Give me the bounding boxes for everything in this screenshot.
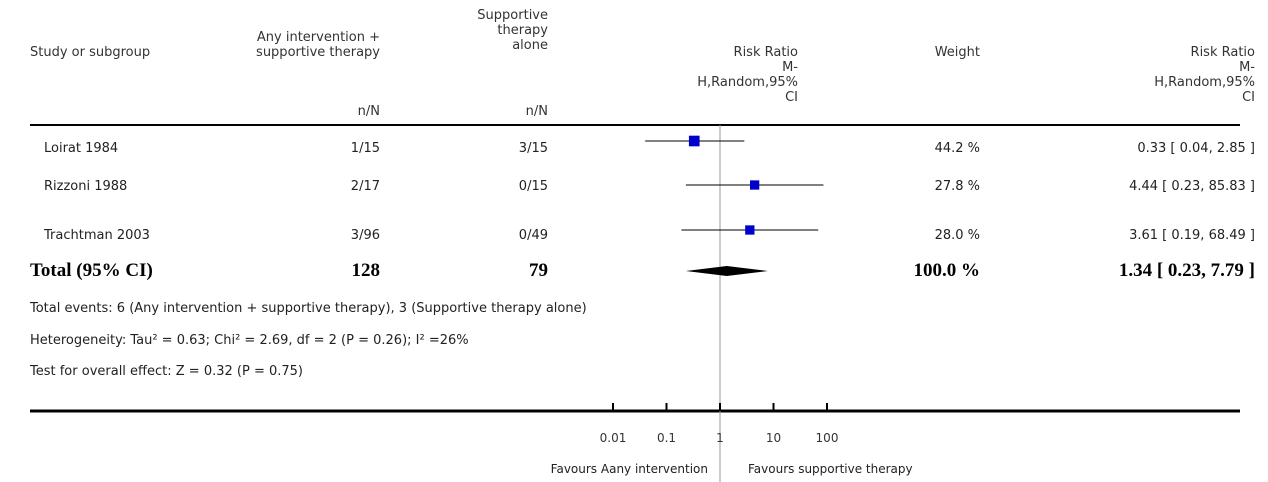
header-group2: Supportive therapy alone: [477, 8, 548, 53]
favours-left: Favours Aany intervention: [550, 462, 708, 476]
header-nN-1: n/N: [357, 104, 380, 119]
x-tick-label: 0.01: [600, 431, 627, 445]
total-label: Total (95% CI): [30, 260, 153, 281]
study-g1: 3/96: [350, 228, 380, 243]
favours-right: Favours supportive therapy: [748, 462, 913, 476]
study-name: Trachtman 2003: [44, 228, 150, 243]
study-g2: 0/49: [518, 228, 548, 243]
study-name: Loirat 1984: [44, 141, 119, 156]
study-weight: 44.2 %: [934, 141, 980, 156]
total-ci: 1.34 [ 0.23, 7.79 ]: [1118, 260, 1255, 281]
effect-marker: [749, 180, 760, 190]
study-ci: 3.61 [ 0.19, 68.49 ]: [1129, 228, 1255, 243]
x-tick-label: 1: [716, 431, 724, 445]
study-g2: 3/15: [518, 141, 548, 156]
total-weight: 100.0 %: [913, 260, 981, 281]
total-g2: 79: [529, 260, 548, 281]
heterogeneity: Heterogeneity: Tau² = 0.63; Chi² = 2.69,…: [30, 333, 469, 348]
total-events: Total events: 6 (Any intervention + supp…: [30, 301, 587, 316]
study-g2: 0/15: [518, 179, 548, 194]
header-group1: Any intervention + supportive therapy: [256, 30, 380, 60]
header-rr-plot: Risk Ratio M- H,Random,95% CI: [697, 45, 798, 105]
effect-marker: [688, 135, 700, 147]
header-weight: Weight: [934, 45, 980, 60]
overall-effect: Test for overall effect: Z = 0.32 (P = 0…: [30, 364, 303, 379]
pooled-diamond: [685, 266, 768, 276]
study-g1: 2/17: [350, 179, 380, 194]
study-weight: 28.0 %: [934, 228, 980, 243]
study-g1: 1/15: [350, 141, 380, 156]
study-ci: 4.44 [ 0.23, 85.83 ]: [1129, 179, 1255, 194]
x-tick-label: 100: [816, 431, 839, 445]
effect-marker: [745, 225, 755, 235]
x-tick-label: 10: [766, 431, 781, 445]
x-tick-label: 0.1: [657, 431, 676, 445]
header-study: Study or subgroup: [30, 45, 151, 60]
header-nN-2: n/N: [525, 104, 548, 119]
study-name: Rizzoni 1988: [44, 179, 128, 194]
header-rr-value: Risk Ratio M- H,Random,95% CI: [1154, 45, 1255, 105]
study-weight: 27.8 %: [934, 179, 980, 194]
study-ci: 0.33 [ 0.04, 2.85 ]: [1137, 141, 1255, 156]
total-g1: 128: [351, 260, 381, 281]
